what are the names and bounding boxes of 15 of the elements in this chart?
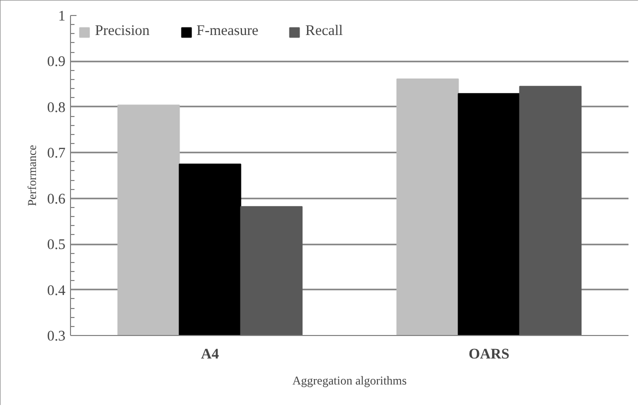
y-tick-label: 0.3 <box>47 328 66 344</box>
legend-label: Precision <box>95 23 150 40</box>
y-tick-label: 0.5 <box>47 237 66 254</box>
legend-label: F-measure <box>196 23 258 40</box>
legend-label: Recall <box>305 23 343 40</box>
x-tick-label: A4 <box>201 346 220 362</box>
x-tick-label: OARS <box>468 346 510 362</box>
y-axis-title: Performance <box>25 144 40 206</box>
y-tick-label: 1 <box>58 8 66 24</box>
y-tick-label: 0.7 <box>47 146 66 162</box>
x-axis-title: Aggregation algorithms <box>292 374 407 388</box>
y-tick-label: 0.6 <box>47 191 66 208</box>
y-tick-label: 0.9 <box>47 54 66 70</box>
y-tick-label: 0.8 <box>47 100 66 116</box>
y-tick-label: 0.4 <box>47 282 66 299</box>
